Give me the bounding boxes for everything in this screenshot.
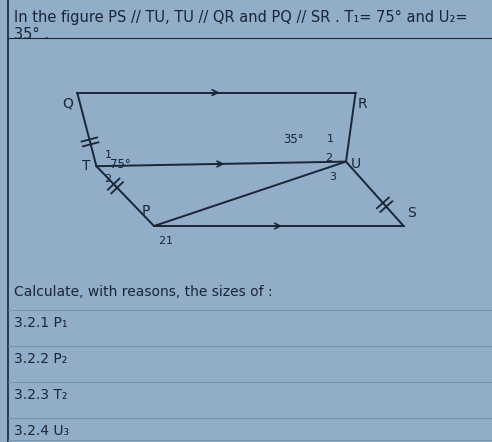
Text: 35° .: 35° . <box>14 27 49 42</box>
Text: Q: Q <box>62 97 73 110</box>
Text: 2: 2 <box>104 174 112 184</box>
Text: 3: 3 <box>329 171 336 182</box>
Text: 2: 2 <box>325 152 332 163</box>
Text: 1: 1 <box>327 133 334 144</box>
Text: 1: 1 <box>166 236 173 246</box>
Text: 3.2.2 P₂: 3.2.2 P₂ <box>14 352 67 366</box>
Text: 35°: 35° <box>283 133 304 145</box>
Text: In the figure PS // TU, TU // QR and PQ // SR . T₁= 75° and U₂=: In the figure PS // TU, TU // QR and PQ … <box>14 10 467 25</box>
Text: 75°: 75° <box>110 158 131 171</box>
Text: P: P <box>142 204 150 218</box>
Text: S: S <box>407 206 416 220</box>
Text: U: U <box>351 156 361 171</box>
Text: 1: 1 <box>104 150 111 160</box>
Text: 3.2.1 P₁: 3.2.1 P₁ <box>14 316 67 330</box>
Text: T: T <box>82 159 91 173</box>
Text: 3.2.3 T₂: 3.2.3 T₂ <box>14 388 67 402</box>
Text: Calculate, with reasons, the sizes of :: Calculate, with reasons, the sizes of : <box>14 285 273 299</box>
Text: 3.2.4 U₃: 3.2.4 U₃ <box>14 424 69 438</box>
Text: 2: 2 <box>158 236 165 246</box>
Text: R: R <box>358 97 367 110</box>
